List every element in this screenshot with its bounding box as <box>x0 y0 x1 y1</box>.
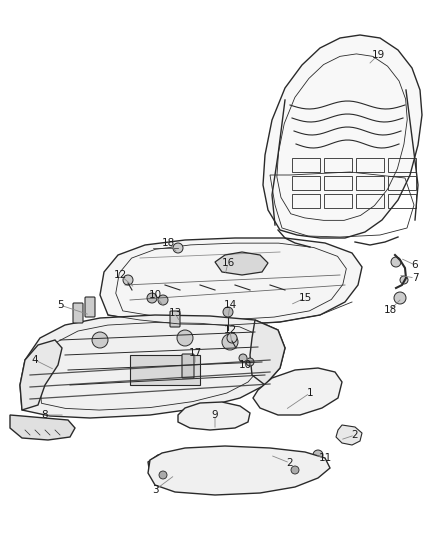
Text: 14: 14 <box>223 300 237 310</box>
Bar <box>356 194 384 208</box>
Bar <box>388 176 416 190</box>
Text: 9: 9 <box>212 410 218 420</box>
Bar <box>130 355 200 385</box>
Circle shape <box>177 330 193 346</box>
Text: 18: 18 <box>383 305 397 315</box>
Polygon shape <box>20 340 62 410</box>
Polygon shape <box>253 368 342 415</box>
Circle shape <box>291 466 299 474</box>
Text: 5: 5 <box>57 300 64 310</box>
Circle shape <box>222 334 238 350</box>
Circle shape <box>313 450 323 460</box>
Circle shape <box>239 354 247 362</box>
Bar <box>292 194 320 208</box>
Polygon shape <box>148 446 330 495</box>
Polygon shape <box>336 425 362 445</box>
Text: 12: 12 <box>223 325 237 335</box>
Circle shape <box>123 275 133 285</box>
Polygon shape <box>148 452 225 483</box>
FancyBboxPatch shape <box>73 303 83 323</box>
Bar <box>292 176 320 190</box>
Polygon shape <box>276 452 302 472</box>
Text: 12: 12 <box>113 270 127 280</box>
Bar <box>292 158 320 172</box>
Circle shape <box>173 243 183 253</box>
Bar <box>324 158 352 172</box>
Text: 10: 10 <box>238 360 251 370</box>
Text: 15: 15 <box>298 293 311 303</box>
Circle shape <box>394 292 406 304</box>
Text: 17: 17 <box>188 348 201 358</box>
Polygon shape <box>215 252 268 275</box>
FancyBboxPatch shape <box>170 311 180 327</box>
Text: 8: 8 <box>42 410 48 420</box>
Text: 4: 4 <box>32 355 38 365</box>
Text: 13: 13 <box>168 308 182 318</box>
Text: 1: 1 <box>307 388 313 398</box>
Bar <box>388 158 416 172</box>
Polygon shape <box>20 315 285 418</box>
Polygon shape <box>10 415 75 440</box>
Circle shape <box>391 257 401 267</box>
Polygon shape <box>263 35 422 238</box>
Bar <box>356 158 384 172</box>
Text: 10: 10 <box>148 290 162 300</box>
Text: 11: 11 <box>318 453 332 463</box>
FancyBboxPatch shape <box>85 297 95 317</box>
Text: 2: 2 <box>352 430 358 440</box>
Circle shape <box>147 293 157 303</box>
Bar <box>324 176 352 190</box>
Circle shape <box>400 276 408 284</box>
Polygon shape <box>100 238 362 325</box>
Circle shape <box>223 307 233 317</box>
Text: 7: 7 <box>412 273 418 283</box>
Circle shape <box>227 333 237 343</box>
Polygon shape <box>250 320 285 385</box>
Text: 3: 3 <box>152 485 158 495</box>
Text: 2: 2 <box>287 458 293 468</box>
Text: 6: 6 <box>412 260 418 270</box>
Bar <box>324 194 352 208</box>
Circle shape <box>158 295 168 305</box>
FancyBboxPatch shape <box>182 354 194 378</box>
Polygon shape <box>178 402 250 430</box>
Bar <box>388 194 416 208</box>
Text: 18: 18 <box>161 238 175 248</box>
Circle shape <box>92 332 108 348</box>
Circle shape <box>159 471 167 479</box>
Text: 19: 19 <box>371 50 385 60</box>
Bar <box>356 176 384 190</box>
Text: 16: 16 <box>221 258 235 268</box>
Circle shape <box>246 358 254 366</box>
